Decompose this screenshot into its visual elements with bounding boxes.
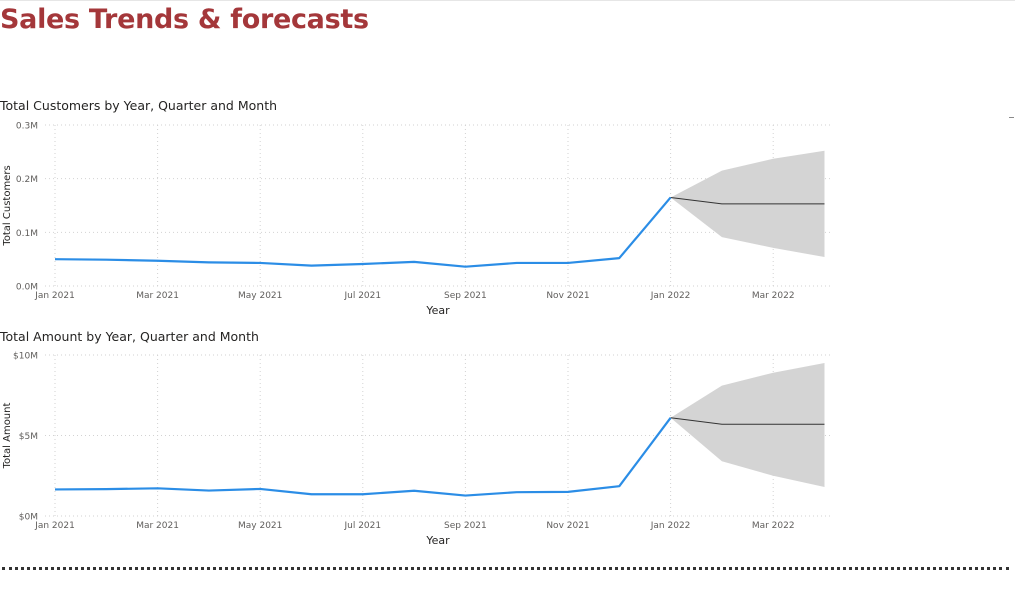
customers-x-tick-label: Nov 2021 — [546, 291, 589, 301]
amount-data-point[interactable] — [103, 486, 109, 492]
top-rule — [0, 0, 1015, 1]
chart-title-amount: Total Amount by Year, Quarter and Month — [0, 329, 259, 344]
customers-data-point[interactable] — [616, 255, 622, 261]
customers-x-axis-title: Year — [425, 304, 450, 317]
amount-data-point[interactable] — [309, 491, 315, 497]
page-title: Sales Trends & forecasts — [0, 4, 369, 35]
customers-data-point[interactable] — [565, 260, 571, 266]
amount-y-axis-title: Total Amount — [2, 403, 13, 470]
amount-y-tick-label: $0M — [19, 513, 38, 523]
amount-y-tick-label: $5M — [19, 432, 38, 442]
customers-y-axis-title: Total Customers — [2, 165, 13, 246]
customers-y-tick-label: 0.2M — [16, 175, 38, 185]
customers-x-tick-label: May 2021 — [238, 291, 282, 301]
amount-series-line — [54, 417, 672, 497]
customers-data-point[interactable] — [155, 258, 161, 264]
amount-x-tick-label: Mar 2021 — [136, 521, 179, 531]
customers-data-point[interactable] — [514, 260, 520, 266]
customers-y-tick-label: 0.1M — [16, 229, 38, 239]
customers-line-chart[interactable]: 0.0M 0.1M 0.2M 0.3M Jan 2021 Mar 2021 May 2021… — [0, 115, 850, 320]
amount-x-tick-label: Jan 2021 — [34, 521, 75, 531]
customers-x-tick-label: Jan 2021 — [34, 291, 75, 301]
amount-x-tick-label: Jul 2021 — [343, 521, 381, 531]
customers-x-tick-label: Sep 2021 — [444, 291, 487, 301]
amount-data-point[interactable] — [257, 486, 263, 492]
customers-data-point[interactable] — [103, 257, 109, 263]
amount-data-point[interactable] — [462, 493, 468, 499]
customers-x-tick-label: Jan 2022 — [650, 291, 691, 301]
customers-x-tick-label: Mar 2021 — [136, 291, 179, 301]
customers-y-tick-label: 0.0M — [16, 283, 38, 293]
amount-data-point[interactable] — [411, 488, 417, 494]
amount-data-point[interactable] — [206, 488, 212, 494]
amount-data-point[interactable] — [668, 415, 674, 421]
page-divider — [2, 567, 1009, 570]
amount-x-tick-label: May 2021 — [238, 521, 282, 531]
amount-x-tick-label: Sep 2021 — [444, 521, 487, 531]
amount-line-chart[interactable]: $0M $5M $10M Jan 2021 Mar 2021 May 2021 Jul 20… — [0, 345, 850, 550]
customers-data-point[interactable] — [462, 264, 468, 270]
edge-marker — [1009, 117, 1014, 118]
amount-y-tick-label: $10M — [13, 352, 38, 362]
amount-data-point[interactable] — [360, 491, 366, 497]
customers-data-point[interactable] — [52, 256, 58, 262]
customers-y-tick-label: 0.3M — [16, 122, 38, 132]
amount-forecast-line — [670, 417, 825, 425]
customers-series-line — [54, 196, 672, 268]
customers-data-point[interactable] — [411, 259, 417, 265]
amount-forecast-band — [670, 363, 825, 488]
amount-data-point[interactable] — [52, 486, 58, 492]
customers-data-point[interactable] — [206, 259, 212, 265]
amount-x-tick-label: Nov 2021 — [546, 521, 589, 531]
customers-data-point[interactable] — [309, 263, 315, 269]
amount-x-tick-label: Jan 2022 — [650, 521, 691, 531]
amount-data-point[interactable] — [155, 485, 161, 491]
customers-x-tick-label: Mar 2022 — [752, 291, 795, 301]
amount-data-point[interactable] — [565, 489, 571, 495]
customers-forecast-line — [670, 196, 825, 205]
chart-title-customers: Total Customers by Year, Quarter and Mon… — [0, 98, 278, 113]
amount-data-point[interactable] — [616, 483, 622, 489]
customers-data-point[interactable] — [668, 194, 674, 200]
customers-data-point[interactable] — [257, 260, 263, 266]
customers-x-tick-label: Jul 2021 — [343, 291, 381, 301]
amount-data-point[interactable] — [514, 489, 520, 495]
customers-data-point[interactable] — [360, 261, 366, 267]
amount-x-tick-label: Mar 2022 — [752, 521, 795, 531]
amount-x-axis-title: Year — [425, 534, 450, 547]
